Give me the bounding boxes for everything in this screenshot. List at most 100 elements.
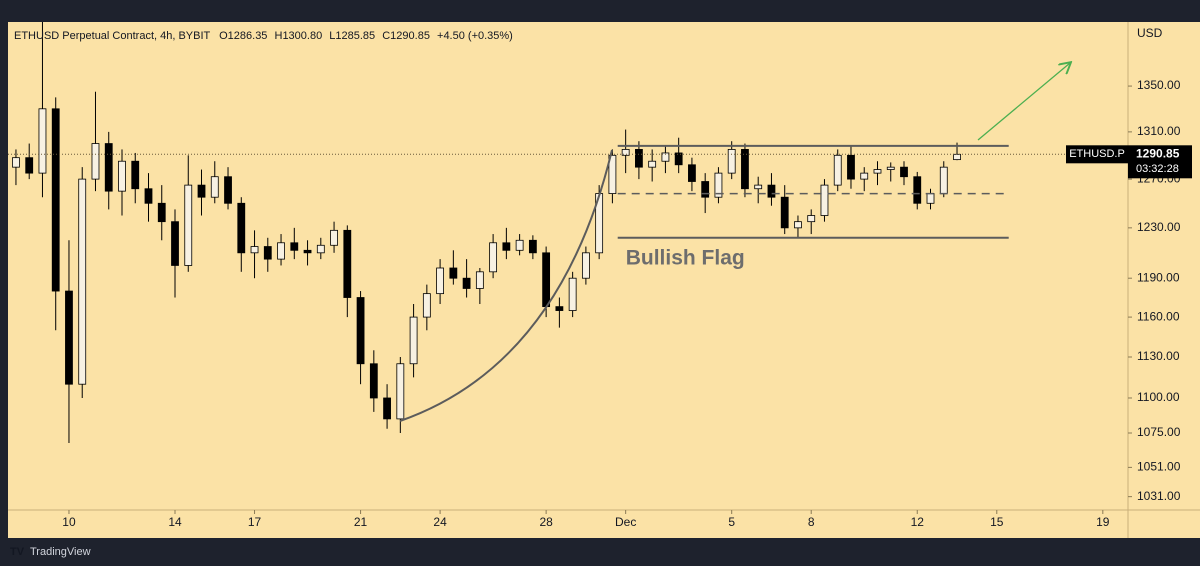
candle-body <box>648 160 657 168</box>
candle-body <box>873 169 882 174</box>
candle-body <box>953 153 961 161</box>
candle-body <box>515 239 524 251</box>
candle-body <box>422 293 431 318</box>
x-tick-label: 14 <box>168 515 182 529</box>
candle-body <box>51 108 60 292</box>
candle-body <box>25 157 34 174</box>
candle-body <box>104 143 113 192</box>
x-tick-label: 24 <box>433 515 447 529</box>
candle-body <box>396 363 405 420</box>
candle-body <box>290 242 299 251</box>
candle-body <box>794 221 802 229</box>
candle-body <box>316 244 325 254</box>
candle-body <box>78 178 87 385</box>
candle-body <box>330 229 338 246</box>
chart-background <box>8 22 1200 538</box>
currency-label: USD <box>1137 26 1163 40</box>
candle-body <box>369 363 378 399</box>
symbol-tag: ETHUSD.P <box>1069 148 1125 160</box>
candle-body <box>939 166 948 194</box>
footer-logo: TV <box>10 546 25 558</box>
candle-body <box>449 267 458 279</box>
x-tick-label: 8 <box>808 515 815 529</box>
last-price-label: 1290.85 <box>1136 146 1180 160</box>
candle-body <box>197 184 206 198</box>
breakout-arrow <box>977 63 1070 141</box>
candle-body <box>701 181 710 198</box>
y-tick-label: 1160.00 <box>1137 309 1180 323</box>
candle-body <box>131 160 140 190</box>
candle-body <box>224 176 232 204</box>
y-tick-label: 1310.00 <box>1137 124 1181 138</box>
x-tick-label: 21 <box>354 515 368 529</box>
x-tick-label: Dec <box>615 515 636 529</box>
candle-body <box>263 246 272 260</box>
rounding-curve <box>399 149 613 422</box>
candle-body <box>621 149 630 156</box>
chart-header: ETHUSD Perpetual Contract, 4h, BYBIT O12… <box>14 30 513 42</box>
x-tick-label: 19 <box>1096 515 1110 529</box>
candle-body <box>767 184 776 198</box>
candle-body <box>860 172 869 180</box>
x-tick-label: 17 <box>248 515 262 529</box>
symbol-tag-box <box>1066 145 1128 164</box>
candle-body <box>184 184 193 266</box>
candle-body <box>542 252 551 308</box>
candle-body <box>807 215 816 223</box>
candle-body <box>528 239 537 254</box>
x-tick-label: 12 <box>911 515 925 529</box>
candle-body <box>475 271 484 289</box>
candle-body <box>926 193 935 204</box>
candle-body <box>118 160 126 192</box>
candle-body <box>171 221 179 266</box>
flag-label: Bullish Flag <box>626 246 745 269</box>
low-value: L1285.85 <box>329 30 375 42</box>
last-price-box <box>1128 145 1192 179</box>
x-tick-label: 5 <box>728 515 735 529</box>
candle-body <box>820 184 829 216</box>
candle-body <box>727 149 736 174</box>
x-tick-label: 15 <box>990 515 1004 529</box>
candle-body <box>210 176 219 198</box>
candle-body <box>900 166 908 178</box>
candle-body <box>714 172 723 198</box>
candle-body <box>780 196 789 229</box>
symbol: ETHUSD Perpetual Contract, 4h, BYBIT <box>14 30 211 42</box>
candle-body <box>38 108 47 174</box>
candle-body <box>688 164 696 182</box>
open-value: O1286.35 <box>219 30 267 42</box>
candle-body <box>754 184 763 190</box>
candle-body <box>277 242 285 260</box>
candle-body <box>250 246 259 254</box>
candle-body <box>661 152 670 162</box>
candle-body <box>674 152 683 166</box>
x-tick-label: 28 <box>539 515 553 529</box>
y-tick-label: 1075.00 <box>1137 425 1181 439</box>
candle-body <box>303 249 312 254</box>
candle-body <box>91 143 100 180</box>
x-tick-label: 10 <box>62 515 76 529</box>
candle-body <box>608 154 617 194</box>
candle-body <box>65 290 73 385</box>
y-tick-label: 1190.00 <box>1137 270 1180 284</box>
candle-body <box>489 242 498 273</box>
y-tick-label: 1031.00 <box>1137 489 1181 503</box>
candle-body <box>237 202 246 254</box>
plot <box>12 22 961 443</box>
y-tick-label: 1051.00 <box>1137 460 1181 474</box>
footer-brand: TradingView <box>30 546 91 558</box>
candle-body <box>502 242 511 251</box>
change-value: +4.50 (+0.35%) <box>437 30 513 42</box>
candle-body <box>343 229 352 298</box>
candle-body <box>409 316 418 365</box>
countdown-label: 03:32:28 <box>1136 163 1179 175</box>
candle-body <box>462 277 471 289</box>
candle-body <box>144 188 153 204</box>
y-tick-label: 1100.00 <box>1137 390 1180 404</box>
candle-body <box>886 166 895 170</box>
close-value: C1290.85 <box>382 30 430 42</box>
candle-body <box>568 277 577 311</box>
candle-body <box>555 306 564 311</box>
y-tick-label: 1230.00 <box>1137 220 1181 234</box>
